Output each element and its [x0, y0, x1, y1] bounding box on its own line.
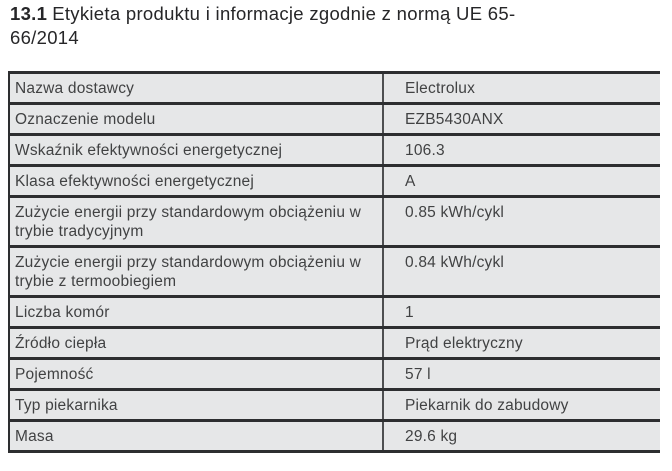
row-label: Liczba komór — [10, 298, 384, 326]
row-value: Piekarnik do zabudowy — [405, 397, 569, 414]
section-heading: 13.1 Etykieta produktu i informacje zgodn… — [10, 2, 530, 50]
row-label: Masa — [10, 422, 384, 450]
table-row: Wskaźnik efektywności energetycznej 106.… — [10, 136, 660, 167]
row-value: A — [405, 173, 416, 190]
row-value: 29.6 kg — [405, 428, 458, 445]
row-label: Zużycie energii przy standardowym obciąż… — [10, 198, 384, 245]
table-row: Pojemność 57 l — [10, 360, 660, 391]
table-row: Klasa efektywności energetycznej A — [10, 167, 660, 198]
row-label: Wskaźnik efektywności energetycznej — [10, 136, 384, 164]
table-row: Źródło ciepła Prąd elektryczny — [10, 329, 660, 360]
table-row: Masa 29.6 kg — [10, 422, 660, 453]
row-label: Nazwa dostawcy — [10, 74, 384, 102]
row-label: Zużycie energii przy standardowym obciąż… — [10, 248, 384, 295]
table-row: Zużycie energii przy standardowym obciąż… — [10, 198, 660, 248]
row-value: Prąd elektryczny — [405, 335, 523, 352]
row-value: 57 l — [405, 366, 431, 383]
table-row: Nazwa dostawcy Electrolux — [10, 74, 660, 105]
row-label: Pojemność — [10, 360, 384, 388]
row-value: EZB5430ANX — [405, 111, 504, 128]
row-label: Typ piekarnika — [10, 391, 384, 419]
row-value: 0.84 kWh/cykl — [405, 254, 505, 271]
row-value: Electrolux — [405, 80, 476, 97]
row-value: 106.3 — [405, 142, 445, 159]
table-row: Oznaczenie modelu EZB5430ANX — [10, 105, 660, 136]
section-title: Etykieta produktu i informacje zgodnie z… — [10, 3, 516, 48]
row-label: Oznaczenie modelu — [10, 105, 384, 133]
row-label: Klasa efektywności energetycznej — [10, 167, 384, 195]
row-value: 1 — [405, 304, 414, 321]
row-label: Źródło ciepła — [10, 329, 384, 357]
row-value: 0.85 kWh/cykl — [405, 204, 505, 221]
table-row: Liczba komór 1 — [10, 298, 660, 329]
table-row: Zużycie energii przy standardowym obciąż… — [10, 248, 660, 298]
section-number: 13.1 — [10, 3, 48, 24]
table-row: Typ piekarnika Piekarnik do zabudowy — [10, 391, 660, 422]
product-info-table: Nazwa dostawcy Electrolux Oznaczenie mod… — [8, 71, 660, 453]
